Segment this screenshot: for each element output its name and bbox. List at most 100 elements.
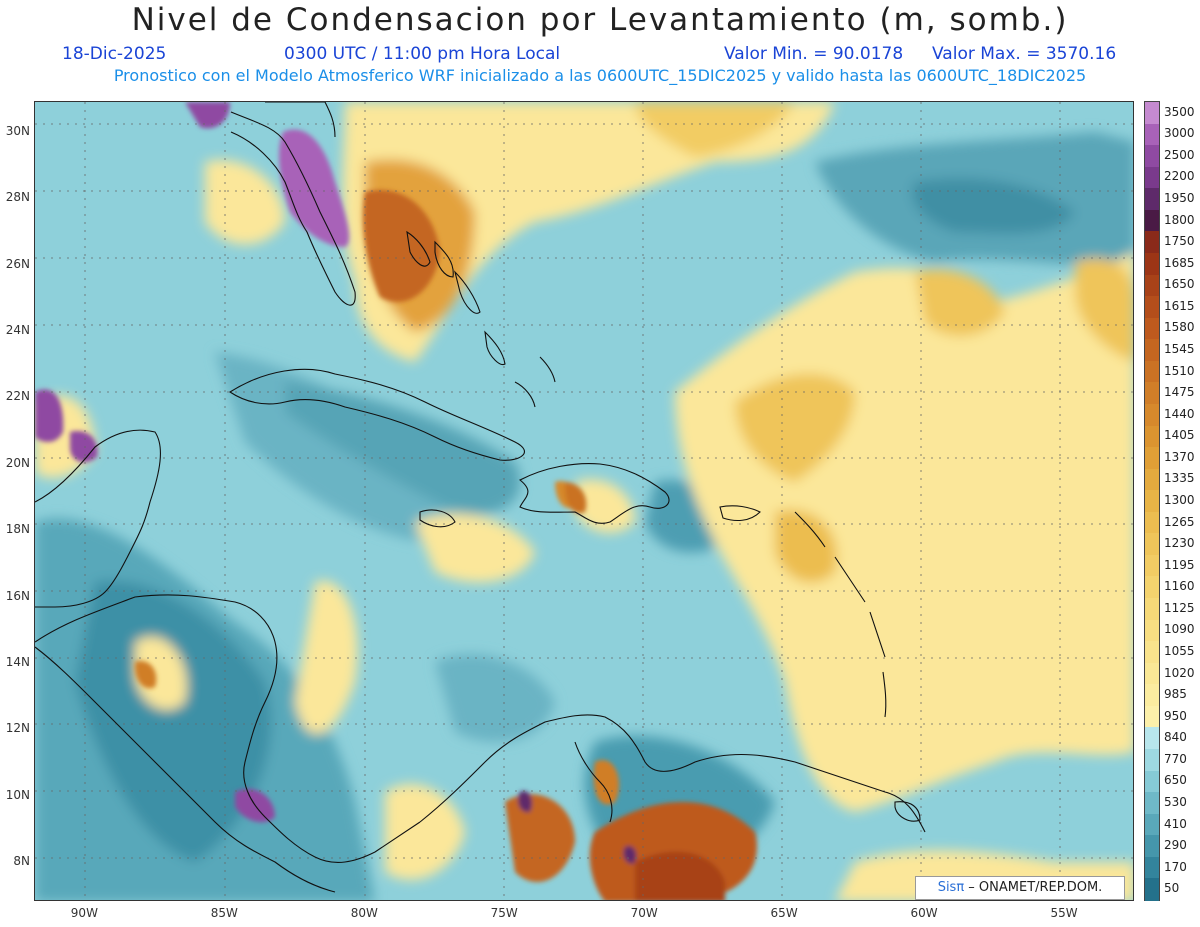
colorbar-label: 1440 xyxy=(1164,406,1195,421)
colorbar-label: 290 xyxy=(1164,838,1187,853)
colorbar-label: 950 xyxy=(1164,708,1187,723)
colorbar-segment xyxy=(1145,878,1159,901)
colorbar xyxy=(1144,101,1160,901)
colorbar-label: 1685 xyxy=(1164,255,1195,270)
lon-label-60w: 60W xyxy=(910,906,938,920)
colorbar-label: 985 xyxy=(1164,687,1187,702)
colorbar-label: 1195 xyxy=(1164,557,1195,572)
colorbar-segment xyxy=(1145,554,1159,578)
colorbar-label: 1370 xyxy=(1164,449,1195,464)
lat-label-26n: 26N xyxy=(5,256,30,271)
credit-box: Sisπ – ONAMET/REP.DOM. xyxy=(915,876,1125,900)
lon-label-90w: 90W xyxy=(70,906,98,920)
lat-label-14n: 14N xyxy=(5,654,30,669)
colorbar-label: 50 xyxy=(1164,881,1180,896)
colorbar-label: 1950 xyxy=(1164,191,1195,206)
lat-label-20n: 20N xyxy=(5,455,30,470)
model-subtitle: Pronostico con el Modelo Atmosferico WRF… xyxy=(113,66,1087,85)
colorbar-label: 1580 xyxy=(1164,320,1195,335)
colorbar-segment xyxy=(1145,619,1159,642)
lat-label-30n: 30N xyxy=(5,123,30,138)
colorbar-label: 3000 xyxy=(1164,126,1195,141)
value-max: Valor Max. = 3570.16 xyxy=(932,44,1117,64)
map-title: Nivel de Condensacion por Levantamiento … xyxy=(131,2,1069,38)
colorbar-segment xyxy=(1145,425,1159,448)
colorbar-label: 1125 xyxy=(1164,600,1195,615)
lat-label-18n: 18N xyxy=(5,522,30,537)
colorbar-segment xyxy=(1145,576,1159,599)
colorbar-label: 2500 xyxy=(1164,147,1195,162)
colorbar-segment xyxy=(1145,511,1159,534)
colorbar-segment xyxy=(1145,856,1159,880)
lon-label-55w: 55W xyxy=(1050,906,1078,920)
colorbar-label: 1510 xyxy=(1164,363,1195,378)
colorbar-label: 1265 xyxy=(1164,514,1195,529)
colorbar-segment xyxy=(1145,835,1159,858)
lat-label-12n: 12N xyxy=(5,721,30,736)
colorbar-segment xyxy=(1145,468,1159,491)
colorbar-segment xyxy=(1145,166,1159,189)
colorbar-label: 770 xyxy=(1164,751,1187,766)
colorbar-label: 1750 xyxy=(1164,234,1195,249)
colorbar-segment xyxy=(1145,770,1159,793)
value-min: Valor Min. = 90.0178 xyxy=(724,44,904,64)
lon-label-75w: 75W xyxy=(490,906,518,920)
colorbar-segment xyxy=(1145,274,1159,297)
colorbar-label: 1160 xyxy=(1164,579,1195,594)
colorbar-segment xyxy=(1145,598,1159,621)
colorbar-label: 3500 xyxy=(1164,104,1195,119)
lat-label-22n: 22N xyxy=(5,389,30,404)
colorbar-label: 840 xyxy=(1164,730,1187,745)
colorbar-segment xyxy=(1145,490,1159,513)
colorbar-label: 170 xyxy=(1164,859,1187,874)
colorbar-label: 1650 xyxy=(1164,277,1195,292)
lon-label-70w: 70W xyxy=(630,906,658,920)
colorbar-label: 1020 xyxy=(1164,665,1195,680)
colorbar-segment xyxy=(1145,813,1159,836)
colorbar-segment xyxy=(1145,684,1159,707)
lat-label-10n: 10N xyxy=(5,787,30,802)
credit-org: – ONAMET/REP.DOM. xyxy=(964,880,1103,895)
colorbar-segment xyxy=(1145,188,1159,211)
colorbar-segment xyxy=(1145,209,1159,232)
colorbar-segment xyxy=(1145,296,1159,319)
colorbar-label: 1230 xyxy=(1164,536,1195,551)
colorbar-label: 1615 xyxy=(1164,298,1195,313)
graticule xyxy=(35,102,1133,900)
lat-label-16n: 16N xyxy=(5,588,30,603)
colorbar-segment xyxy=(1145,382,1159,405)
colorbar-segment xyxy=(1145,360,1159,383)
colorbar-label: 1055 xyxy=(1164,643,1195,658)
colorbar-segment xyxy=(1145,339,1159,362)
lon-label-65w: 65W xyxy=(770,906,798,920)
colorbar-label: 1300 xyxy=(1164,493,1195,507)
colorbar-label: 2200 xyxy=(1164,169,1195,184)
colorbar-segment xyxy=(1145,252,1159,276)
colorbar-label: 1090 xyxy=(1164,622,1195,637)
colorbar-segment xyxy=(1145,231,1159,254)
field-peaks xyxy=(35,102,757,900)
map-panel xyxy=(34,101,1134,901)
lat-label-24n: 24N xyxy=(5,323,30,338)
colorbar-segment xyxy=(1145,792,1159,815)
colorbar-segment xyxy=(1145,145,1159,168)
colorbar-segment xyxy=(1145,641,1159,664)
colorbar-segment xyxy=(1145,317,1159,340)
colorbar-segment xyxy=(1145,447,1159,470)
lon-label-85w: 85W xyxy=(210,906,238,920)
colorbar-segment xyxy=(1145,533,1159,556)
colorbar-label: 1545 xyxy=(1164,342,1195,357)
credit-sis: Sisπ xyxy=(937,880,965,895)
colorbar-segment xyxy=(1145,403,1159,427)
coastlines xyxy=(35,102,926,893)
forecast-time: 0300 UTC / 11:00 pm Hora Local xyxy=(284,44,561,64)
colorbar-segment xyxy=(1145,749,1159,772)
colorbar-label: 1800 xyxy=(1164,212,1195,227)
colorbar-label: 650 xyxy=(1164,773,1187,788)
colorbar-segment xyxy=(1145,727,1159,750)
lat-label-28n: 28N xyxy=(5,190,30,205)
colorbar-label: 1335 xyxy=(1164,471,1195,486)
colorbar-label: 1475 xyxy=(1164,385,1195,400)
colorbar-segment xyxy=(1145,102,1159,125)
colorbar-label: 1405 xyxy=(1164,428,1195,443)
